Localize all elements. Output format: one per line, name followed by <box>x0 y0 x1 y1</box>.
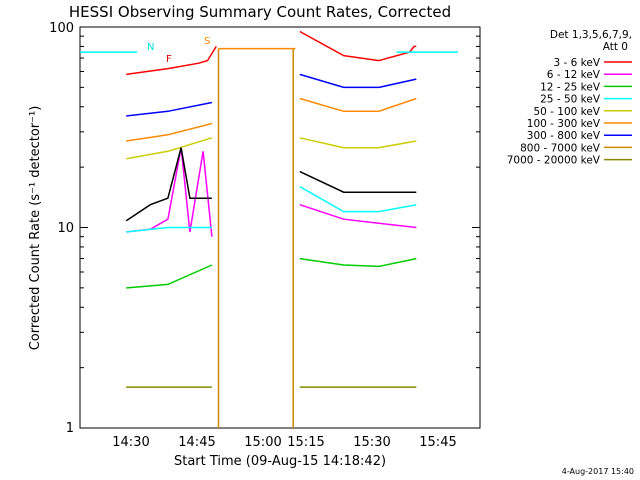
legend-label-0: 3 - 6 keV <box>553 57 600 69</box>
flag-n: N <box>147 42 154 53</box>
y-tick-label-10: 10 <box>57 221 74 236</box>
series-line-2-0 <box>126 264 213 289</box>
x-tick-label-1500: 15:00 <box>244 435 281 450</box>
legend-header-1: Det 1,3,5,6,7,9, <box>550 29 632 41</box>
series-line-0-1 <box>299 30 417 62</box>
legend-label-8: 7000 - 20000 keV <box>507 155 601 167</box>
series-line-1-1 <box>299 203 417 229</box>
flag-s: S <box>204 36 210 47</box>
series-line-9-0 <box>125 147 212 222</box>
x-tick-label-1515: 15:15 <box>287 435 324 450</box>
legend-label-1: 6 - 12 keV <box>547 69 601 81</box>
series-line-5-0 <box>126 122 213 142</box>
series-line-3-2 <box>299 185 417 213</box>
flag-f: F <box>166 54 172 65</box>
series-line-2-1 <box>299 257 417 268</box>
series-line-9-1 <box>299 170 417 193</box>
x-tick-label-1445: 14:45 <box>178 435 215 450</box>
series-layer <box>80 30 458 428</box>
legend-label-5: 100 - 300 keV <box>527 118 601 130</box>
y-axis-label: Corrected Count Rate (s⁻¹ detector⁻¹) <box>28 106 43 351</box>
legend-header-2: Att 0 <box>603 41 628 53</box>
timestamp: 4-Aug-2017 15:40 <box>562 467 634 476</box>
series-line-3-1 <box>126 226 212 233</box>
x-tick-label-1530: 15:30 <box>353 435 390 450</box>
series-line-6-0 <box>126 101 213 117</box>
y-tick-label-100: 100 <box>49 21 74 36</box>
x-axis-label: Start Time (09-Aug-15 14:18:42) <box>174 454 386 469</box>
x-tick-label-1430: 14:30 <box>112 435 149 450</box>
y-tick-label-1: 1 <box>66 421 74 436</box>
legend-label-7: 800 - 7000 keV <box>520 142 601 154</box>
legend-label-4: 50 - 100 keV <box>533 106 600 118</box>
legend-label-3: 25 - 50 keV <box>540 94 601 106</box>
legend-label-6: 300 - 800 keV <box>527 130 601 142</box>
plot-frame <box>79 26 481 429</box>
x-tick-label-1545: 15:45 <box>419 435 456 450</box>
series-line-5-1 <box>299 97 417 113</box>
series-line-6-1 <box>299 73 417 89</box>
chart-title: HESSI Observing Summary Count Rates, Cor… <box>69 3 451 21</box>
series-line-4-0 <box>126 137 213 160</box>
series-line-0-0 <box>126 46 217 76</box>
ticks-layer <box>80 26 480 429</box>
series-line-4-1 <box>299 137 417 149</box>
legend-label-2: 12 - 25 keV <box>540 81 601 93</box>
